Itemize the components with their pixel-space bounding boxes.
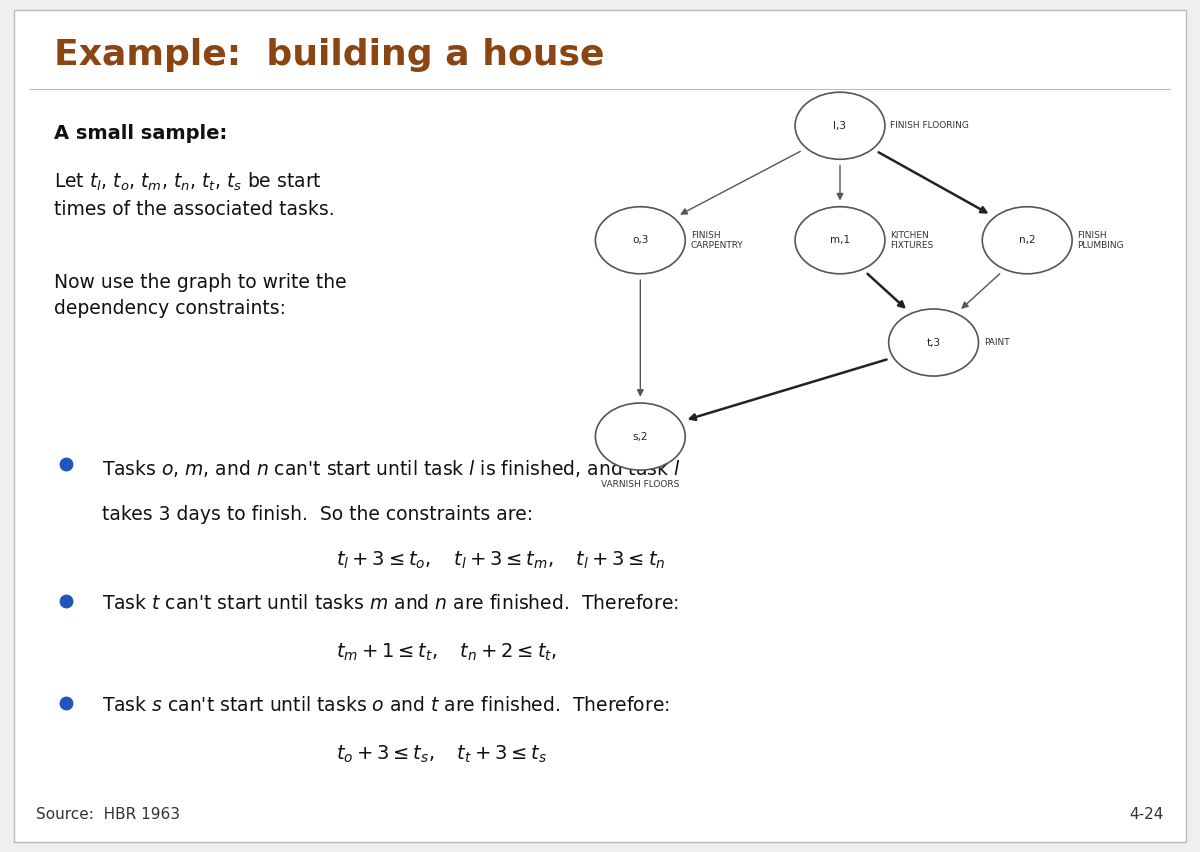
FancyBboxPatch shape: [14, 10, 1186, 842]
Text: Task $s$ can't start until tasks $o$ and $t$ are finished.  Therefore:: Task $s$ can't start until tasks $o$ and…: [102, 696, 670, 715]
Text: Source:  HBR 1963: Source: HBR 1963: [36, 807, 180, 822]
Text: l,3: l,3: [834, 121, 846, 130]
Text: s,2: s,2: [632, 432, 648, 441]
Text: A small sample:: A small sample:: [54, 124, 227, 142]
Text: takes 3 days to finish.  So the constraints are:: takes 3 days to finish. So the constrain…: [102, 505, 533, 524]
Text: $t_l + 3 \leq t_o,$   $t_l + 3 \leq t_m,$   $t_l + 3 \leq t_n$: $t_l + 3 \leq t_o,$ $t_l + 3 \leq t_m,$ …: [336, 550, 665, 571]
Text: Let $t_l$, $t_o$, $t_m$, $t_n$, $t_t$, $t_s$ be start
times of the associated ta: Let $t_l$, $t_o$, $t_m$, $t_n$, $t_t$, $…: [54, 170, 335, 219]
Text: $t_o + 3 \leq t_s,$   $t_t + 3 \leq t_s$: $t_o + 3 \leq t_s,$ $t_t + 3 \leq t_s$: [336, 744, 547, 765]
Text: KITCHEN
FIXTURES: KITCHEN FIXTURES: [890, 231, 934, 250]
Text: 4-24: 4-24: [1129, 807, 1164, 822]
Text: PAINT: PAINT: [984, 338, 1009, 347]
Text: FINISH
PLUMBING: FINISH PLUMBING: [1078, 231, 1124, 250]
Text: VARNISH FLOORS: VARNISH FLOORS: [601, 481, 679, 489]
Text: Example:  building a house: Example: building a house: [54, 38, 605, 72]
Text: FINISH
CARPENTRY: FINISH CARPENTRY: [691, 231, 743, 250]
Text: FINISH FLOORING: FINISH FLOORING: [890, 121, 970, 130]
Text: t,3: t,3: [926, 337, 941, 348]
Text: Now use the graph to write the
dependency constraints:: Now use the graph to write the dependenc…: [54, 273, 347, 318]
Text: o,3: o,3: [632, 235, 648, 245]
Ellipse shape: [595, 403, 685, 470]
Text: m,1: m,1: [830, 235, 850, 245]
Ellipse shape: [595, 207, 685, 273]
Text: n,2: n,2: [1019, 235, 1036, 245]
Text: $t_m + 1 \leq t_t,$   $t_n + 2 \leq t_t,$: $t_m + 1 \leq t_t,$ $t_n + 2 \leq t_t,$: [336, 642, 557, 663]
Ellipse shape: [796, 92, 884, 159]
Ellipse shape: [796, 207, 884, 273]
Text: Tasks $o$, $m$, and $n$ can't start until task $l$ is finished, and task $l$: Tasks $o$, $m$, and $n$ can't start unti…: [102, 458, 680, 479]
Ellipse shape: [889, 309, 978, 376]
Ellipse shape: [983, 207, 1072, 273]
Text: Task $t$ can't start until tasks $m$ and $n$ are finished.  Therefore:: Task $t$ can't start until tasks $m$ and…: [102, 594, 679, 613]
